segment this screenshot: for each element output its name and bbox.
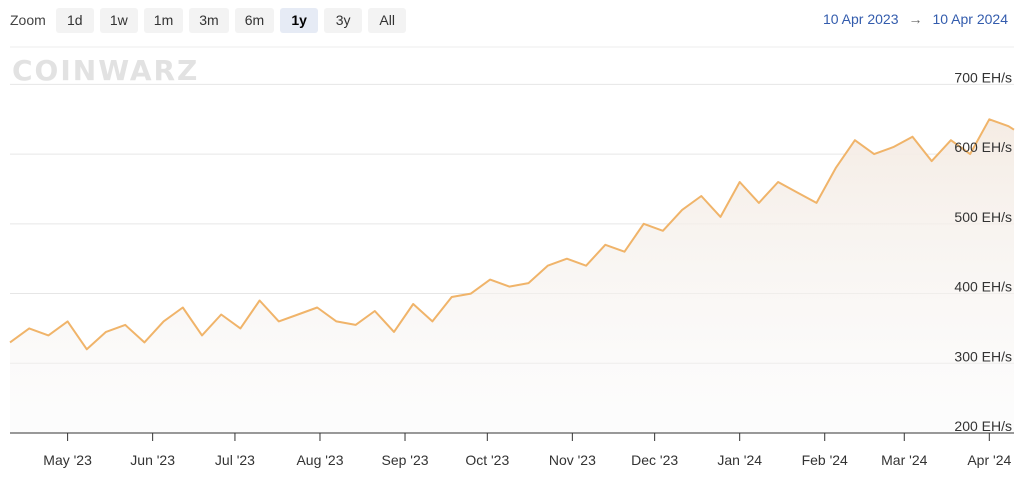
y-tick-label: 200 EH/s	[954, 418, 1012, 434]
x-axis: May '23 Jun '23 Jul '23 Aug '23 Sep '23 Oct '…	[43, 433, 1011, 468]
x-tick-label: Jul '23	[215, 452, 255, 468]
date-range: 10 Apr 2023 → 10 Apr 2024	[823, 11, 1008, 27]
range-from-date[interactable]: 10 Apr 2023	[822, 11, 899, 27]
y-tick-label: 500 EH/s	[954, 209, 1012, 225]
x-tick-label: Oct '23	[465, 452, 509, 468]
x-tick-label: Jan '24	[717, 452, 762, 468]
zoom-button-6m[interactable]: 6m	[234, 7, 275, 33]
y-tick-label: 600 EH/s	[954, 139, 1012, 155]
y-tick-label: 300 EH/s	[954, 348, 1012, 364]
area-fill	[10, 119, 1014, 434]
zoom-button-all[interactable]: All	[368, 7, 407, 33]
line-series	[9, 118, 1015, 351]
x-tick-label: May '23	[43, 452, 92, 468]
x-tick-label: Nov '23	[549, 452, 596, 468]
y-tick-label: 400 EH/s	[954, 279, 1012, 295]
zoom-bar: Zoom 1d 1w 1m 3m 6m 1y 3y All	[10, 7, 407, 33]
x-tick-label: Aug '23	[296, 452, 343, 468]
x-tick-label: Sep '23	[381, 452, 428, 468]
y-tick-label: 700 EH/s	[954, 69, 1012, 85]
zoom-label: Zoom	[10, 12, 46, 28]
coinwarz-watermark: COINWARZ	[12, 54, 199, 87]
range-to-date[interactable]: 10 Apr 2024	[932, 11, 1008, 27]
y-axis-labels: 200 EH/s 300 EH/s 400 EH/s 500 EH/s 600 EH/s…	[954, 69, 1012, 434]
zoom-button-1w[interactable]: 1w	[99, 7, 138, 33]
zoom-button-1m[interactable]: 1m	[143, 7, 184, 33]
zoom-button-1d[interactable]: 1d	[55, 7, 94, 33]
zoom-button-1y[interactable]: 1y	[280, 7, 319, 33]
x-tick-label: Jun '23	[130, 452, 175, 468]
x-tick-label: Feb '24	[802, 452, 848, 468]
zoom-button-3m[interactable]: 3m	[189, 7, 229, 33]
x-tick-label: Mar '24	[881, 452, 927, 468]
x-tick-label: Apr '24	[967, 452, 1011, 468]
x-tick-label: Dec '23	[631, 452, 678, 468]
series-line[interactable]	[9, 118, 1015, 351]
range-arrow: →	[908, 11, 923, 27]
series-area	[10, 119, 1014, 434]
zoom-button-3y[interactable]: 3y	[324, 7, 363, 33]
